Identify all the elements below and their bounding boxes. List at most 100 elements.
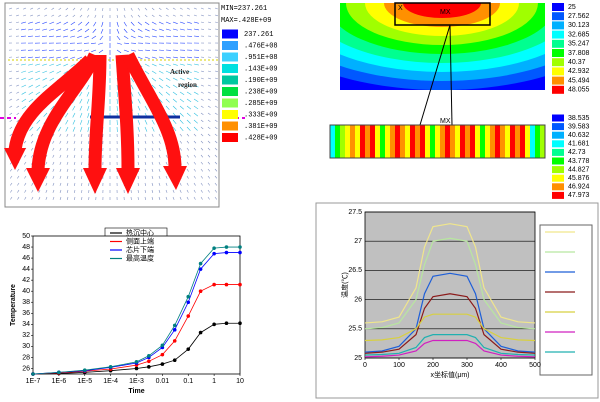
- vector: [193, 112, 199, 117]
- vector: [9, 14, 13, 17]
- vector: [193, 105, 199, 110]
- vector: [81, 175, 83, 179]
- vector: [172, 35, 178, 38]
- legend-swatch: [552, 123, 564, 131]
- series-line: [364, 223, 536, 324]
- vector: [151, 84, 156, 89]
- vector: [165, 35, 171, 38]
- vector: [16, 63, 20, 65]
- vector: [179, 63, 185, 66]
- vector: [9, 112, 13, 115]
- vector: [158, 77, 164, 82]
- vector: [21, 21, 27, 24]
- vector: [21, 105, 27, 110]
- vector: [130, 49, 136, 52]
- legend-label: 37.808: [568, 50, 590, 57]
- vector: [179, 91, 185, 96]
- vector: [179, 21, 185, 24]
- legend-label: .285E+09: [244, 100, 278, 108]
- vector: [16, 98, 20, 101]
- strip-band: [540, 125, 545, 158]
- vector: [158, 140, 161, 144]
- vector: [207, 77, 211, 80]
- vector: [31, 196, 34, 200]
- vector: [28, 63, 34, 66]
- vector: [179, 98, 185, 103]
- vector: [151, 182, 154, 186]
- vector: [77, 56, 83, 60]
- strip-band: [365, 125, 370, 158]
- vector: [16, 112, 20, 116]
- vector: [9, 105, 13, 108]
- vector: [66, 147, 69, 151]
- vector: [91, 35, 97, 39]
- legend-label: 27.562: [568, 13, 590, 20]
- vector: [80, 147, 83, 151]
- y-tick-label: 46: [22, 255, 30, 262]
- strip-band: [495, 125, 500, 158]
- legend-label: .238E+09: [244, 88, 278, 96]
- vector: [200, 91, 204, 94]
- point: [172, 328, 177, 332]
- strip-band: [490, 125, 495, 158]
- vector: [30, 133, 34, 137]
- vector: [144, 140, 147, 144]
- vector: [151, 7, 155, 11]
- vector: [207, 147, 211, 151]
- vector: [21, 56, 27, 59]
- strip-band: [505, 125, 510, 158]
- vector: [66, 196, 69, 200]
- vector: [31, 182, 34, 186]
- vector: [207, 161, 211, 165]
- vector: [79, 91, 83, 97]
- vector: [214, 189, 218, 193]
- vector: [88, 140, 90, 144]
- point: [238, 321, 242, 326]
- vector: [214, 175, 218, 179]
- vector: [116, 91, 119, 97]
- vector: [28, 91, 34, 95]
- vector: [59, 133, 62, 137]
- vector: [200, 147, 204, 151]
- vector: [144, 7, 148, 11]
- point: [186, 294, 191, 299]
- vector: [172, 21, 178, 24]
- vector: [59, 189, 62, 193]
- vector: [186, 70, 192, 73]
- vector: [137, 196, 139, 201]
- vector: [84, 35, 90, 39]
- strip-band: [375, 125, 380, 158]
- strip-band: [510, 125, 515, 158]
- vector: [49, 77, 55, 81]
- legend-swatch: [552, 174, 564, 182]
- vector: [144, 154, 147, 158]
- vector: [66, 140, 69, 144]
- vector: [130, 84, 134, 90]
- vector: [151, 168, 154, 172]
- strip-band: [470, 125, 475, 158]
- vector: [66, 154, 69, 158]
- series-line: [364, 313, 536, 342]
- y-tick-label: 48: [22, 244, 30, 251]
- vector: [70, 35, 76, 38]
- vector: [21, 77, 27, 81]
- vector: [214, 196, 217, 200]
- vector: [52, 196, 55, 200]
- vector: [36, 119, 41, 124]
- vector: [165, 56, 171, 59]
- vector: [151, 147, 154, 151]
- strip-band: [530, 125, 535, 158]
- vector: [30, 147, 34, 151]
- vector: [94, 14, 97, 18]
- strip-band: [380, 125, 385, 158]
- vector: [98, 42, 104, 45]
- legend-swatch: [552, 131, 564, 139]
- vector: [137, 35, 143, 38]
- legend-swatch: [552, 148, 564, 156]
- vector: [207, 84, 211, 87]
- legend-label: 芯片下端: [126, 245, 154, 254]
- vector: [30, 7, 34, 10]
- series-line: [364, 339, 536, 358]
- vector: [35, 63, 41, 66]
- vector: [42, 84, 48, 88]
